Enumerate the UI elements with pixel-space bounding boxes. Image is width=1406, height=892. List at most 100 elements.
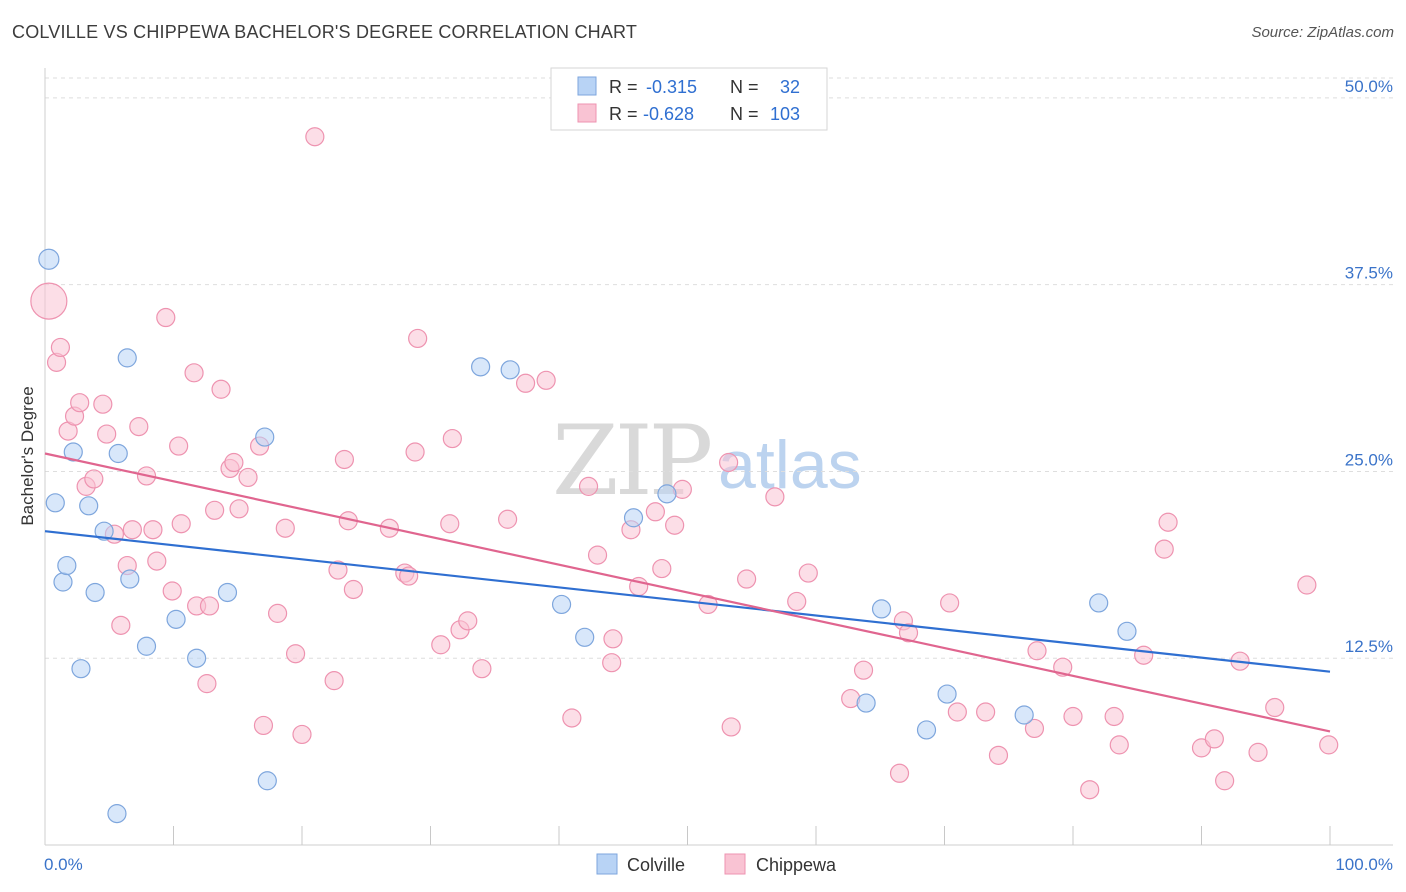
point-chippewa <box>253 715 274 736</box>
point-chippewa <box>988 745 1009 765</box>
bottom-legend-swatch-chippewa <box>724 853 746 875</box>
point-chippewa <box>408 328 428 349</box>
point-colville <box>916 720 937 740</box>
y-tick-label: 25.0% <box>1345 450 1393 469</box>
point-chippewa <box>70 393 90 413</box>
bottom-legend-colville: Colville <box>627 855 685 875</box>
point-chippewa <box>169 436 189 456</box>
point-chippewa <box>238 467 258 488</box>
legend-r-label: R = <box>609 77 638 97</box>
point-chippewa <box>205 500 225 520</box>
axes <box>44 68 1393 846</box>
point-chippewa <box>343 579 363 600</box>
point-colville <box>136 636 157 656</box>
point-chippewa <box>1134 645 1154 665</box>
point-chippewa <box>50 337 71 358</box>
legend-r-value: -0.315 <box>646 77 697 97</box>
point-chippewa <box>147 551 167 571</box>
point-chippewa <box>976 702 996 722</box>
point-colville <box>38 248 60 270</box>
ticks: 12.5% 25.0% 37.5% 50.0% <box>173 77 1393 845</box>
point-colville <box>1089 593 1109 613</box>
legend-box <box>550 67 828 131</box>
point-colville <box>1014 705 1034 725</box>
point-chippewa <box>334 449 355 470</box>
x-tick-label-min: 0.0% <box>44 855 83 874</box>
bottom-legend-chippewa: Chippewa <box>756 855 837 875</box>
point-chippewa <box>498 509 518 529</box>
point-chippewa <box>129 417 149 437</box>
point-chippewa <box>122 520 142 540</box>
point-chippewa <box>171 514 191 534</box>
x-tick-label-max: 100.0% <box>1335 855 1393 874</box>
point-colville <box>53 572 73 592</box>
point-colville <box>120 569 140 589</box>
legend-n-value: 32 <box>780 77 800 97</box>
legend-r-value: -0.628 <box>643 104 694 124</box>
legend: R = -0.315 N = 32 R = -0.628 N = 103 <box>550 67 828 131</box>
point-chippewa <box>224 452 244 473</box>
point-chippewa <box>1063 706 1083 727</box>
point-colville <box>79 496 99 516</box>
point-chippewa <box>97 424 117 444</box>
point-chippewa <box>587 545 608 565</box>
point-colville <box>107 804 127 824</box>
point-chippewa <box>765 487 785 507</box>
point-colville <box>1117 621 1137 641</box>
point-chippewa <box>292 724 312 745</box>
point-colville <box>117 348 137 368</box>
y-tick-label: 50.0% <box>1345 77 1393 96</box>
point-colville <box>257 771 277 791</box>
point-chippewa <box>285 644 306 664</box>
point-chippewa <box>787 591 807 612</box>
point-chippewa <box>275 518 295 538</box>
point-colville <box>166 609 186 629</box>
point-chippewa <box>562 708 582 728</box>
point-chippewa <box>267 603 288 623</box>
point-chippewa <box>458 611 478 631</box>
point-chippewa <box>898 623 919 643</box>
point-chippewa <box>853 660 874 680</box>
point-chippewa <box>536 370 556 390</box>
point-chippewa <box>645 502 665 522</box>
legend-r-label: R = <box>609 104 638 124</box>
watermark-atlas: atlas <box>718 427 862 503</box>
point-chippewa <box>472 659 492 679</box>
point-chippewa <box>1024 718 1045 739</box>
point-chippewa <box>211 379 231 399</box>
point-chippewa <box>1080 780 1100 800</box>
trend-line-chippewa <box>44 452 1331 733</box>
point-colville <box>551 594 572 615</box>
point-chippewa <box>229 499 249 519</box>
y-tick-label: 37.5% <box>1345 264 1393 283</box>
source-label: Source: ZipAtlas.com <box>1251 24 1394 41</box>
point-colville <box>500 360 520 380</box>
point-colville <box>45 493 65 513</box>
point-chippewa <box>93 394 113 414</box>
point-chippewa <box>652 558 672 579</box>
legend-n-label: N = <box>730 77 759 97</box>
point-chippewa <box>1109 735 1129 755</box>
y-axis-title: Bachelor's Degree <box>18 386 37 525</box>
point-colville <box>623 508 644 528</box>
trend-lines <box>44 452 1331 733</box>
point-chippewa <box>143 520 163 540</box>
point-colville <box>575 627 595 647</box>
point-chippewa <box>1265 697 1285 718</box>
point-chippewa <box>737 569 757 589</box>
legend-n-value: 103 <box>770 104 800 124</box>
point-chippewa <box>328 560 348 580</box>
point-colville <box>108 443 128 464</box>
legend-n-label: N = <box>730 104 759 124</box>
legend-swatch-colville <box>577 76 597 96</box>
point-chippewa <box>602 653 622 673</box>
point-chippewa <box>719 452 739 473</box>
point-chippewa <box>1154 539 1174 559</box>
point-colville <box>187 648 207 668</box>
point-chippewa <box>156 307 176 328</box>
point-chippewa <box>197 674 217 694</box>
watermark: ZIP atlas <box>552 405 862 517</box>
point-chippewa <box>515 373 536 393</box>
data-points <box>30 127 1339 824</box>
